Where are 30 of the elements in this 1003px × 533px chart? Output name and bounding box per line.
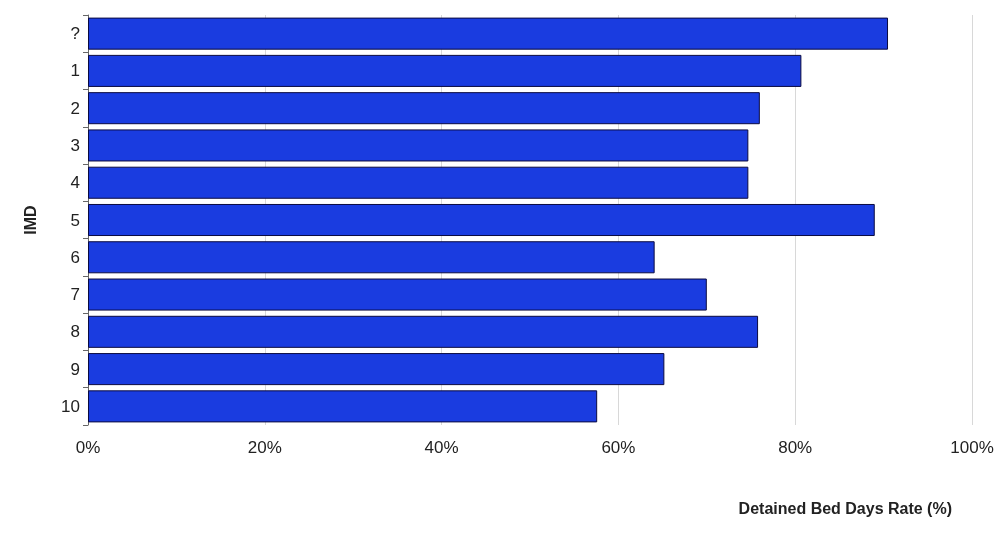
y-tick-label: 7	[70, 285, 80, 305]
bar	[88, 203, 875, 237]
bar	[88, 166, 749, 199]
y-tick-label: 4	[70, 173, 80, 193]
bar	[88, 17, 889, 50]
x-axis-title: Detained Bed Days Rate (%)	[738, 499, 952, 517]
y-tick-label: ?	[70, 24, 80, 44]
y-tick-label: 9	[70, 359, 80, 379]
y-tick-label: 6	[70, 247, 80, 267]
bar	[88, 54, 802, 87]
bar	[88, 353, 665, 386]
y-tick-label: 3	[70, 135, 80, 155]
y-tick-label: 8	[70, 322, 80, 342]
y-axis-title: IMD	[21, 205, 39, 235]
bar	[88, 241, 655, 274]
bar	[88, 129, 749, 162]
x-tick-label: 60%	[601, 438, 636, 457]
x-tick-label: 100%	[950, 438, 994, 457]
x-tick-label: 20%	[247, 438, 282, 457]
x-tick-label: 40%	[424, 438, 459, 457]
y-tick-label: 2	[70, 98, 80, 118]
y-tick-label: 10	[61, 396, 80, 416]
x-tick-label: 80%	[778, 438, 813, 457]
bar	[88, 278, 707, 311]
y-tick-label: 1	[70, 61, 80, 81]
bar	[88, 390, 598, 423]
y-tick-label: 5	[70, 210, 80, 230]
x-tick-label: 0%	[75, 438, 101, 457]
bar	[88, 315, 759, 348]
bar	[88, 92, 760, 125]
